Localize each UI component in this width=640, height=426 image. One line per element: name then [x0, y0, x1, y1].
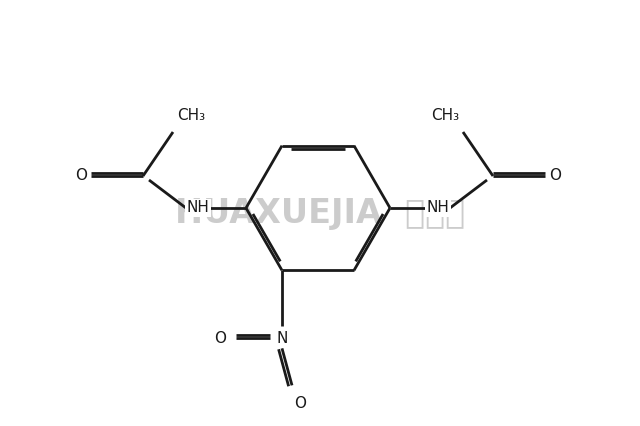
Text: O: O — [549, 169, 561, 184]
Text: O: O — [294, 396, 306, 411]
Text: CH₃: CH₃ — [177, 109, 205, 124]
Text: O: O — [75, 169, 87, 184]
Text: N: N — [276, 331, 288, 346]
Text: CH₃: CH₃ — [431, 109, 459, 124]
Text: NH: NH — [187, 201, 209, 216]
Text: HUAXUEJIA  化学加: HUAXUEJIA 化学加 — [175, 196, 465, 230]
Text: NH: NH — [427, 201, 449, 216]
Text: O: O — [214, 331, 226, 346]
